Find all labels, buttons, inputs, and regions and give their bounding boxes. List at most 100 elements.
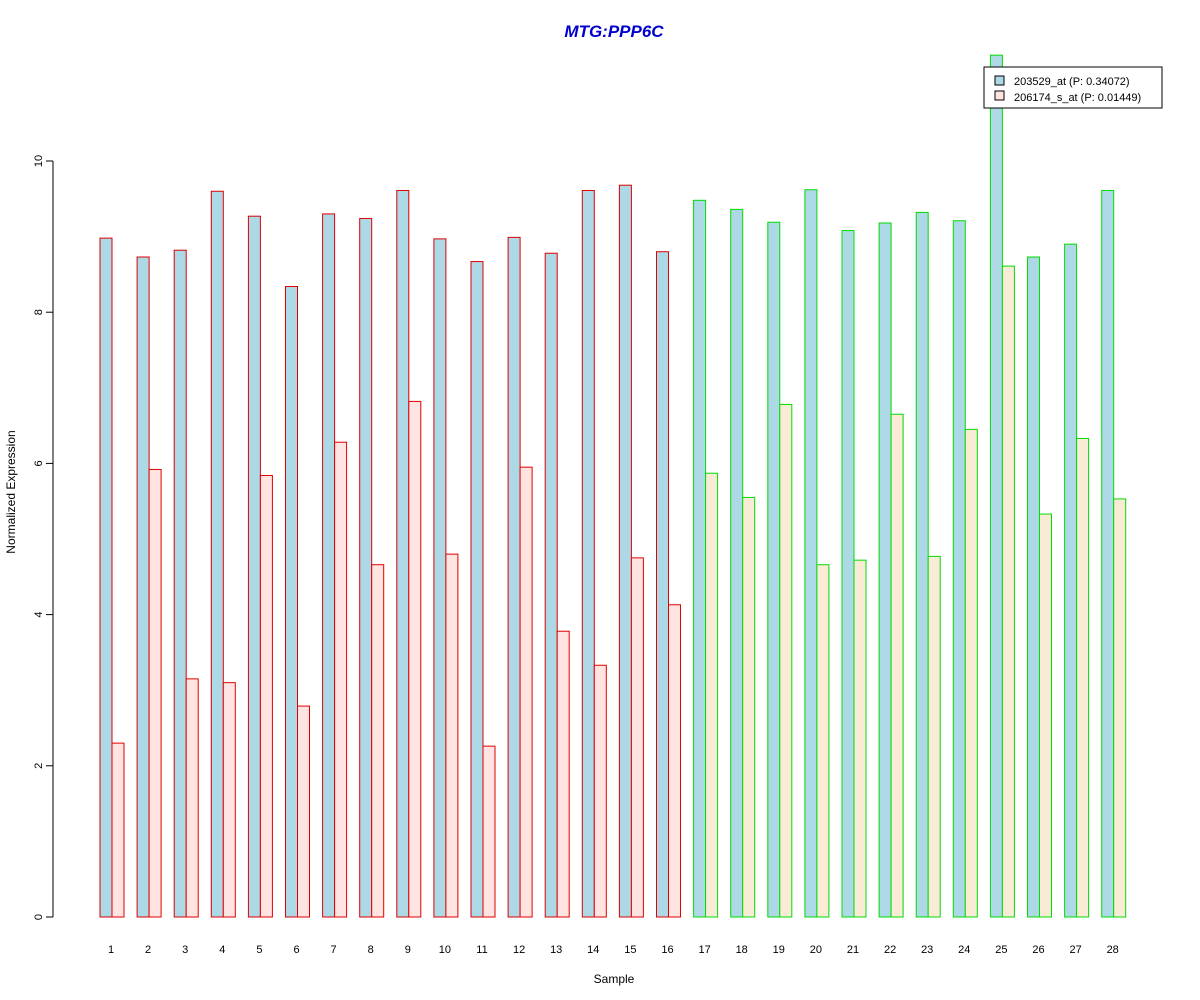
chart-title: MTG:PPP6C xyxy=(564,22,664,41)
bar-203529-at xyxy=(544,252,558,918)
x-tick-label: 11 xyxy=(476,944,487,956)
x-tick-label: 10 xyxy=(439,944,451,956)
legend-box xyxy=(983,66,1163,109)
x-tick-label: 20 xyxy=(810,944,822,956)
bar-203529-at xyxy=(618,184,632,918)
x-tick-label: 1 xyxy=(108,944,114,956)
bar-203529-at xyxy=(915,211,929,918)
x-tick-label: 4 xyxy=(219,944,225,956)
legend: 203529_at (P: 0.34072) 206174_s_at (P: 0… xyxy=(983,66,1163,109)
bar-206174-s-at xyxy=(630,557,644,918)
y-tick-label: 2 xyxy=(33,763,45,769)
x-tick-label: 2 xyxy=(145,944,151,956)
x-tick-label: 7 xyxy=(331,944,337,956)
bar-206174-s-at xyxy=(1076,437,1090,918)
x-tick-label: 17 xyxy=(698,944,710,956)
bar-206174-s-at xyxy=(259,474,273,918)
x-tick-label: 9 xyxy=(405,944,411,956)
bar-203529-at xyxy=(136,256,150,918)
bar-206174-s-at xyxy=(927,555,941,918)
bar-206174-s-at xyxy=(519,466,533,918)
bar-206174-s-at xyxy=(556,630,570,918)
x-tick-label: 21 xyxy=(847,944,859,956)
x-tick-label: 23 xyxy=(921,944,933,956)
bar-203529-at xyxy=(1064,243,1078,918)
bar-206174-s-at xyxy=(148,468,162,918)
bar-203529-at xyxy=(470,261,484,918)
x-tick-labels: 1 2 3 4 5 6 7 8 9 10 11 12 13 14 15 16 17 18 19 20 21 22 23 24 2… xyxy=(108,944,1119,956)
bar-203529-at xyxy=(1027,256,1040,918)
bars xyxy=(99,54,1127,918)
legend-label-206174-s-at: 206174_s_at (P: 0.01449) xyxy=(1014,92,1141,104)
bar-203529-at xyxy=(841,230,855,918)
bar-203529-at xyxy=(359,217,373,918)
bar-206174-s-at xyxy=(482,745,496,918)
bar-206174-s-at xyxy=(297,705,310,918)
y-tick-label: 0 xyxy=(33,914,45,920)
x-tick-label: 24 xyxy=(958,944,970,956)
legend-swatch-203529-at xyxy=(994,75,1005,86)
y-tick-label: 8 xyxy=(33,309,45,315)
bar-206174-s-at xyxy=(890,413,904,918)
bar-206174-s-at xyxy=(334,441,348,918)
bar-203529-at xyxy=(767,221,781,918)
x-tick-label: 6 xyxy=(293,944,299,956)
x-tick-label: 18 xyxy=(736,944,748,956)
bar-206174-s-at xyxy=(964,428,978,918)
x-tick-label: 5 xyxy=(256,944,262,956)
x-tick-label: 14 xyxy=(587,944,599,956)
bar-203529-at xyxy=(99,237,113,918)
legend-label-203529-at: 203529_at (P: 0.34072) xyxy=(1014,76,1130,88)
x-tick-label: 28 xyxy=(1107,944,1119,956)
x-tick-label: 22 xyxy=(884,944,896,956)
bar-206174-s-at xyxy=(668,604,681,918)
bar-206174-s-at xyxy=(816,564,830,918)
bar-203529-at xyxy=(396,189,410,918)
bar-206174-s-at xyxy=(1001,265,1015,918)
y-tick-label: 10 xyxy=(33,155,45,167)
bar-203529-at xyxy=(285,285,298,918)
y-tick-label: 4 xyxy=(33,612,45,618)
x-axis-label: Sample xyxy=(594,972,635,986)
bar-203529-at xyxy=(878,222,892,918)
bar-206174-s-at xyxy=(742,496,756,918)
y-axis: 0 2 4 6 8 10 xyxy=(33,155,54,920)
bar-206174-s-at xyxy=(408,400,422,918)
bar-206174-s-at xyxy=(705,472,719,918)
bar-203529-at xyxy=(433,238,447,918)
bar-203529-at xyxy=(247,215,261,918)
bar-206174-s-at xyxy=(593,664,607,918)
bar-206174-s-at xyxy=(445,553,459,918)
bar-203529-at xyxy=(952,220,966,918)
bar-206174-s-at xyxy=(1039,513,1052,918)
x-tick-label: 27 xyxy=(1069,944,1081,956)
bar-206174-s-at xyxy=(111,742,125,918)
y-tick-label: 6 xyxy=(33,460,45,466)
x-tick-label: 13 xyxy=(550,944,562,956)
bar-206174-s-at xyxy=(185,678,199,918)
bar-203529-at xyxy=(322,213,336,918)
bar-203529-at xyxy=(581,189,595,918)
legend-swatch-206174-s-at xyxy=(994,90,1005,101)
y-axis-label: Normalized Expression xyxy=(4,430,18,553)
bar-203529-at xyxy=(210,190,224,918)
bar-206174-s-at xyxy=(1113,498,1127,918)
bar-206174-s-at xyxy=(222,682,236,918)
bar-203529-at xyxy=(804,189,818,918)
x-tick-label: 12 xyxy=(513,944,525,956)
x-tick-label: 16 xyxy=(661,944,673,956)
bar-203529-at xyxy=(1101,189,1115,918)
x-tick-label: 3 xyxy=(182,944,188,956)
x-tick-label: 15 xyxy=(624,944,636,956)
bar-203529-at xyxy=(656,251,669,918)
bar-203529-at xyxy=(989,54,1003,918)
x-tick-label: 19 xyxy=(773,944,785,956)
x-tick-label: 26 xyxy=(1032,944,1044,956)
bar-203529-at xyxy=(507,236,521,918)
x-tick-label: 25 xyxy=(995,944,1007,956)
bar-203529-at xyxy=(173,249,187,918)
bar-203529-at xyxy=(730,208,744,918)
bar-206174-s-at xyxy=(371,564,385,918)
bar-206174-s-at xyxy=(779,403,793,918)
